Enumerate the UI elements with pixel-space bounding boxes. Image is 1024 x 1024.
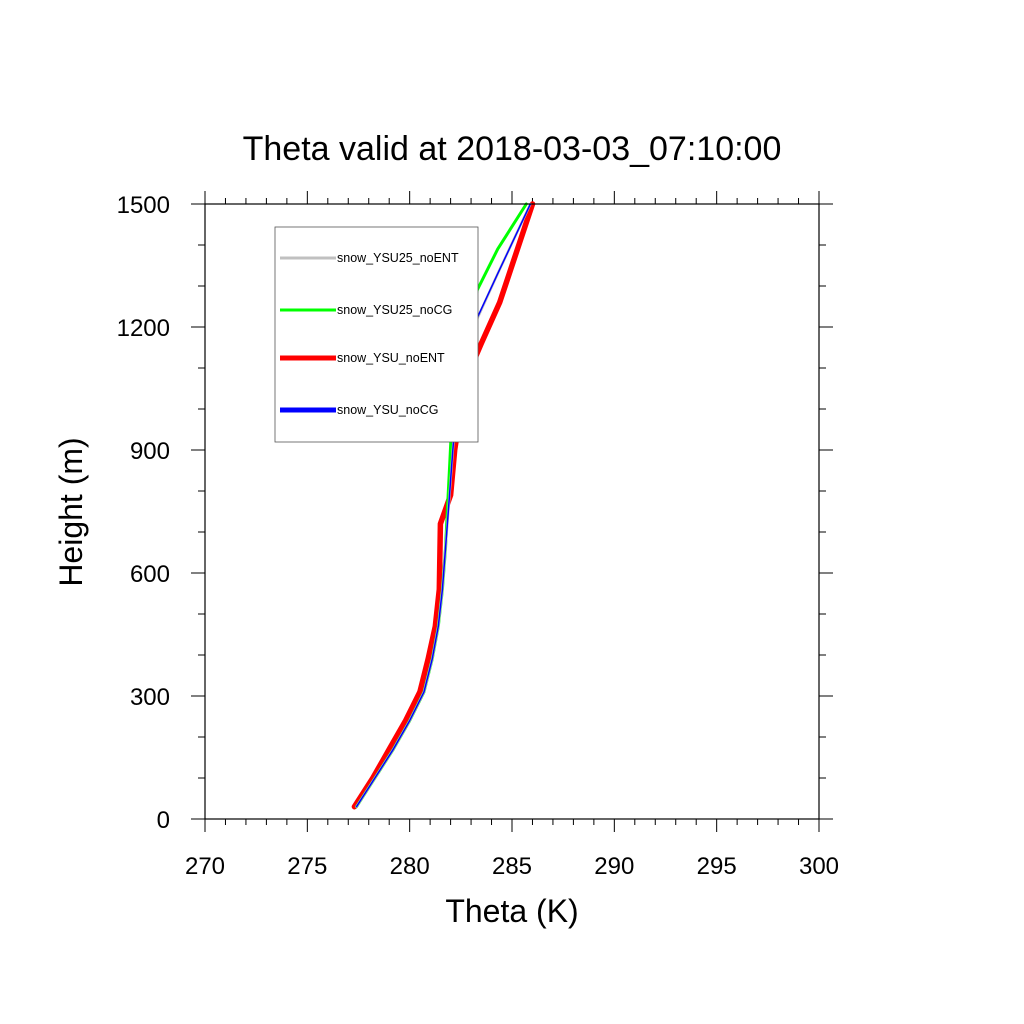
x-tick-label: 270 — [185, 853, 225, 880]
y-tick-label: 300 — [130, 684, 170, 711]
x-tick-label: 285 — [492, 853, 532, 880]
x-tick-label: 275 — [287, 853, 327, 880]
legend-box — [274, 226, 479, 443]
x-tick-label: 300 — [799, 853, 839, 880]
x-tick-label: 290 — [594, 853, 634, 880]
y-tick-label: 1500 — [117, 192, 170, 219]
y-tick-labels: 0 300 600 900 1200 1500 — [117, 192, 170, 834]
x-tick-label: 280 — [390, 853, 430, 880]
legend-label: snow_YSU_noCG — [337, 403, 438, 417]
x-tick-labels: 270 275 280 285 290 295 300 — [185, 853, 839, 880]
y-tick-label: 600 — [130, 561, 170, 588]
legend: snow_YSU25_noENT snow_YSU25_noCG snow_YSU_… — [274, 226, 479, 443]
axis-ticks — [191, 191, 833, 832]
y-tick-label: 0 — [157, 807, 170, 834]
legend-label: snow_YSU25_noCG — [337, 303, 452, 317]
x-axis-label: Theta (K) — [445, 893, 578, 929]
y-tick-label: 900 — [130, 438, 170, 465]
chart-title: Theta valid at 2018-03-03_07:10:00 — [243, 130, 782, 168]
legend-label: snow_YSU25_noENT — [337, 251, 459, 265]
y-axis-label: Height (m) — [53, 437, 89, 586]
legend-label: snow_YSU_noENT — [337, 351, 445, 365]
x-tick-label: 295 — [697, 853, 737, 880]
y-tick-label: 1200 — [117, 315, 170, 342]
plot-frame — [204, 203, 820, 820]
